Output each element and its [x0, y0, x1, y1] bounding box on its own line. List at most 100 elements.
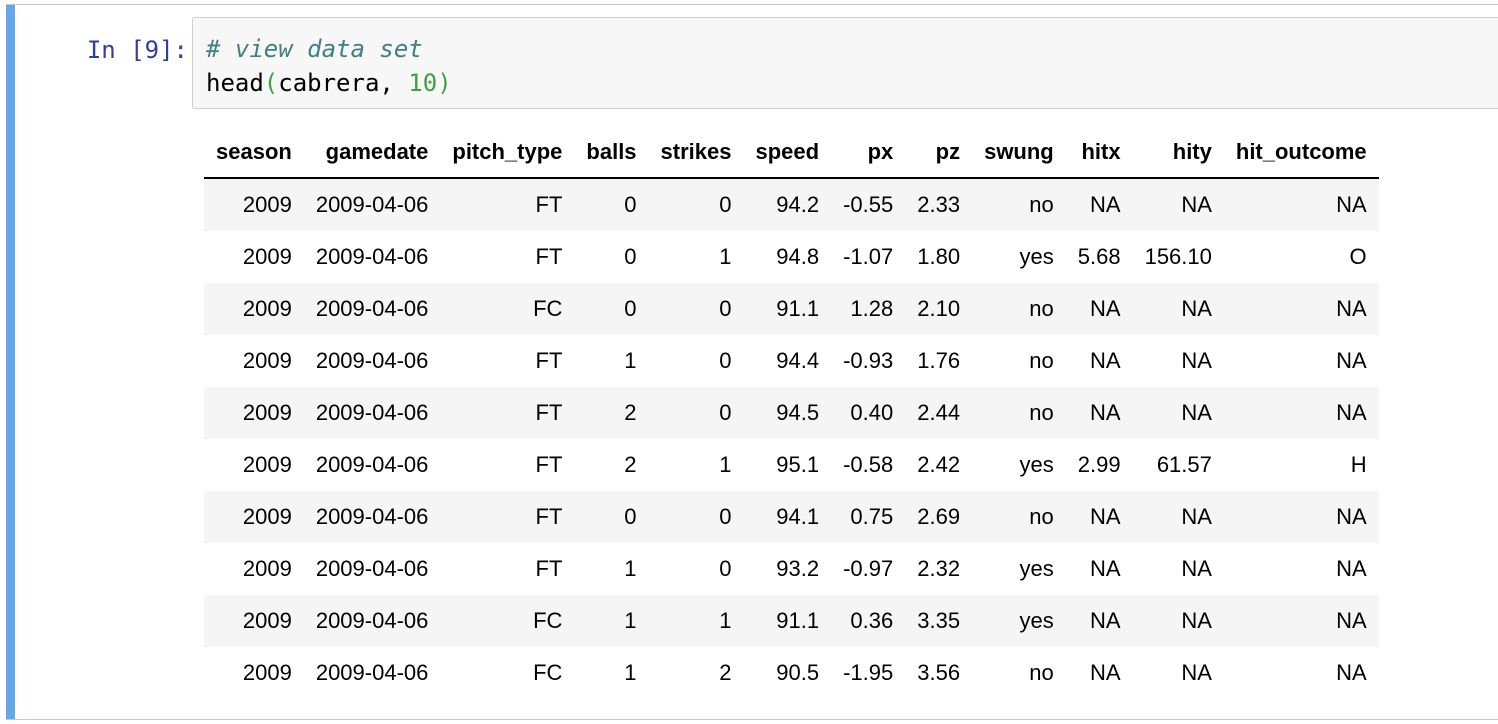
column-header-hitx: hitx	[1065, 127, 1133, 179]
table-cell-balls: 1	[624, 556, 637, 581]
table-cell-speed: 94.8	[776, 244, 820, 269]
table-cell-balls: 0	[574, 491, 649, 543]
cell-output: season gamedate pitch_type balls strikes spee…	[204, 127, 1379, 699]
table-cell-gamedate: 2009-04-06	[315, 556, 429, 581]
column-header-season: season	[204, 127, 304, 179]
table-cell-strikes: 1	[648, 595, 744, 647]
table-cell-hitx: NA	[1065, 491, 1133, 543]
table-cell-pz: 3.56	[917, 660, 961, 685]
table-cell-balls: 1	[574, 595, 649, 647]
table-cell-pz: 2.32	[917, 556, 961, 581]
table-cell-pitch-type: FC	[533, 660, 563, 685]
table-cell-hity: 156.10	[1144, 244, 1212, 269]
table-cell-balls: 2	[574, 387, 649, 439]
table-cell-speed: 90.5	[776, 660, 820, 685]
table-row: 2009 2009-04-06 FT 1 0 94.4 -0.93 1.76 no NA NA NA	[204, 335, 1379, 387]
table-cell-px: 0.40	[831, 387, 906, 439]
table-cell-px: -1.95	[843, 660, 894, 685]
column-header-balls: balls	[574, 127, 649, 179]
column-header-speed: speed	[743, 127, 832, 179]
table-cell-pz: 2.10	[905, 283, 973, 335]
table-cell-gamedate: 2009-04-06	[315, 452, 429, 477]
table-cell-pz: 2.42	[917, 452, 961, 477]
table-cell-swung: no	[972, 491, 1066, 543]
table-row: 2009 2009-04-06 FC 1 2 90.5 -1.95 3.56 no NA NA NA	[204, 647, 1379, 699]
table-cell-hity: NA	[1181, 556, 1212, 581]
table-row: 2009 2009-04-06 FC 0 0 91.1 1.28 2.10 no NA NA NA	[204, 283, 1379, 335]
table-cell-gamedate: 2009-04-06	[315, 244, 429, 269]
table-cell-swung: yes	[1019, 452, 1054, 477]
table-cell-hit-outcome: NA	[1223, 283, 1379, 335]
column-header-hity: hity	[1132, 127, 1224, 179]
table-cell-season: 2009	[242, 244, 292, 269]
code-number-argument: 10	[408, 69, 438, 97]
table-cell-hit-outcome: O	[1349, 244, 1367, 269]
table-body: 2009 2009-04-06 FT 0 0 94.2 -0.55 2.33 no NA NA NA 2…	[204, 178, 1379, 699]
table-cell-hit-outcome: NA	[1223, 178, 1379, 231]
table-row: 2009 2009-04-06 FC 1 1 91.1 0.36 3.35 yes NA NA NA	[204, 595, 1379, 647]
table-cell-px: -0.55	[831, 178, 906, 231]
table-cell-swung: no	[1029, 660, 1054, 685]
table-cell-speed: 94.1	[743, 491, 832, 543]
table-cell-hitx: 2.99	[1077, 452, 1121, 477]
column-header-pitch-type: pitch_type	[440, 127, 575, 179]
code-comment: # view data set	[206, 35, 423, 63]
table-cell-pitch-type: FC	[440, 283, 575, 335]
cell-selection-bar	[6, 5, 15, 719]
table-cell-pitch-type: FT	[535, 244, 563, 269]
table-cell-strikes: 0	[648, 491, 744, 543]
table-cell-swung: yes	[1019, 244, 1054, 269]
table-cell-season: 2009	[204, 283, 304, 335]
table-cell-hitx: NA	[1090, 660, 1121, 685]
table-cell-speed: 91.1	[743, 595, 832, 647]
table-cell-gamedate: 2009-04-06	[303, 283, 441, 335]
table-cell-hity: NA	[1132, 491, 1224, 543]
table-cell-pz: 3.35	[905, 595, 973, 647]
table-cell-hity: NA	[1132, 283, 1224, 335]
table-cell-speed: 95.1	[776, 452, 820, 477]
table-row: 2009 2009-04-06 FT 2 0 94.5 0.40 2.44 no NA NA NA	[204, 387, 1379, 439]
table-cell-speed: 93.2	[776, 556, 820, 581]
column-header-hit-outcome: hit_outcome	[1223, 127, 1379, 179]
table-cell-season: 2009	[204, 491, 304, 543]
table-header: season gamedate pitch_type balls strikes spee…	[204, 127, 1379, 179]
table-cell-pitch-type: FT	[440, 491, 575, 543]
table-row: 2009 2009-04-06 FT 0 0 94.2 -0.55 2.33 no NA NA NA	[204, 178, 1379, 231]
table-cell-px: -0.97	[843, 556, 894, 581]
table-cell-gamedate: 2009-04-06	[315, 348, 429, 373]
table-cell-pz: 2.33	[905, 178, 973, 231]
table-cell-swung: no	[972, 283, 1066, 335]
table-cell-gamedate: 2009-04-06	[303, 491, 441, 543]
table-cell-swung: yes	[1019, 556, 1054, 581]
table-cell-hity: NA	[1181, 348, 1212, 373]
table-cell-strikes: 0	[648, 178, 744, 231]
code-editor[interactable]: # view data set head(cabrera, 10)	[206, 32, 452, 100]
table-cell-gamedate: 2009-04-06	[315, 660, 429, 685]
code-input-area[interactable]: # view data set head(cabrera, 10)	[192, 17, 1498, 109]
table-cell-strikes: 1	[719, 244, 732, 269]
table-cell-pitch-type: FT	[535, 348, 563, 373]
code-function-name: head	[206, 69, 264, 97]
table-cell-pitch-type: FC	[440, 595, 575, 647]
column-header-gamedate: gamedate	[303, 127, 441, 179]
table-cell-hity: NA	[1132, 387, 1224, 439]
table-cell-pz: 1.80	[917, 244, 961, 269]
table-cell-px: 1.28	[831, 283, 906, 335]
table-cell-speed: 91.1	[743, 283, 832, 335]
table-cell-balls: 0	[574, 178, 649, 231]
table-cell-hity: NA	[1132, 178, 1224, 231]
notebook-cell[interactable]: In [9]: # view data set head(cabrera, 10…	[6, 4, 1498, 720]
table-cell-hit-outcome: NA	[1336, 660, 1367, 685]
table-cell-speed: 94.4	[776, 348, 820, 373]
dataframe-table: season gamedate pitch_type balls strikes spee…	[204, 127, 1379, 699]
table-cell-hit-outcome: NA	[1223, 387, 1379, 439]
table-cell-strikes: 0	[719, 556, 732, 581]
table-cell-swung: yes	[972, 595, 1066, 647]
table-cell-hitx: NA	[1065, 387, 1133, 439]
table-cell-balls: 1	[624, 660, 637, 685]
table-cell-gamedate: 2009-04-06	[303, 387, 441, 439]
table-cell-swung: no	[972, 387, 1066, 439]
table-cell-pz: 2.44	[905, 387, 973, 439]
table-cell-hitx: NA	[1065, 283, 1133, 335]
table-cell-px: -1.07	[843, 244, 894, 269]
